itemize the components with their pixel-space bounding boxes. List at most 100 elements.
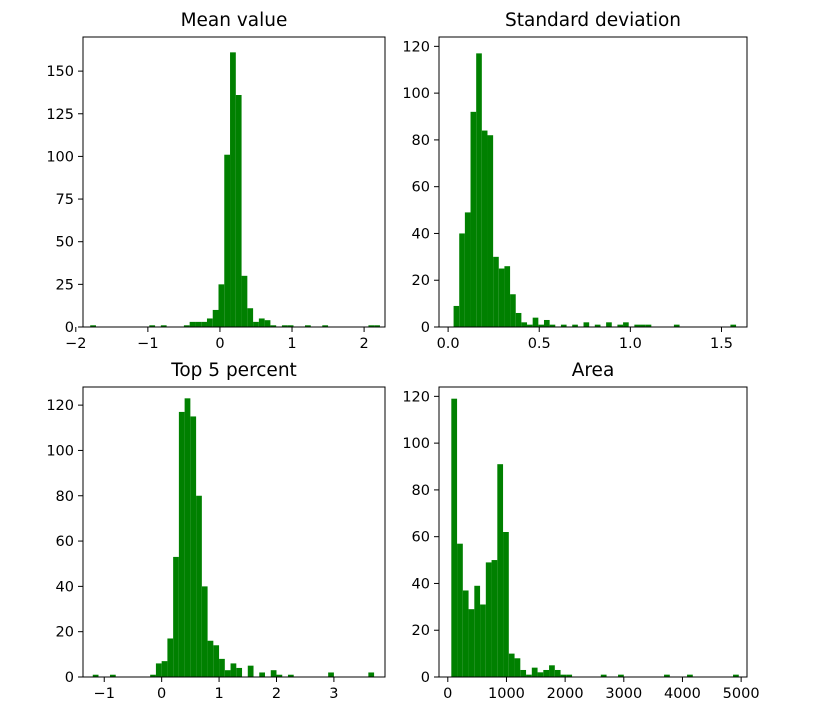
histogram-bar	[149, 325, 156, 327]
histogram-bar	[487, 135, 494, 327]
x-tick-label: 2	[272, 686, 281, 702]
histogram-bar	[236, 667, 243, 677]
histogram-bar	[212, 309, 219, 327]
histogram-bar	[206, 318, 213, 327]
histogram-bar	[468, 609, 475, 677]
x-tick-label: −1	[137, 336, 158, 352]
y-tick-label: 100	[402, 436, 430, 452]
y-tick-label: 50	[56, 235, 74, 251]
panel-2: 0.0 0.5 1.0 1.5 0 20 40 60 80 100 120 Standard devi…	[402, 10, 748, 352]
histogram-bar	[543, 319, 550, 327]
y-tick-label: 80	[412, 133, 430, 149]
y-tick-label: 125	[46, 107, 74, 123]
x-tick-label: 0	[215, 336, 224, 352]
histogram-bar	[213, 645, 220, 677]
histogram-bar	[470, 111, 477, 327]
histogram-bar	[184, 398, 191, 677]
histogram-bar	[673, 324, 680, 327]
histogram-bar	[617, 324, 624, 327]
histogram-bar	[474, 585, 481, 677]
histogram-bar	[173, 556, 179, 677]
x-tick-label: 3	[329, 686, 338, 702]
histogram-bar	[459, 233, 465, 327]
histogram-bar	[241, 275, 248, 327]
y-tick-label: 120	[46, 398, 74, 414]
histogram-bar	[368, 672, 375, 677]
histogram-bar	[515, 312, 522, 327]
histogram-bar	[218, 284, 225, 327]
x-tick-label: 2	[359, 336, 368, 352]
histogram-bar	[594, 324, 601, 327]
chart-title: Top 5 percent	[170, 360, 297, 381]
histogram-bar	[189, 321, 196, 327]
y-tick-label: 20	[412, 273, 430, 289]
histogram-bar	[183, 325, 190, 327]
histogram-bar	[560, 324, 567, 327]
histogram-bar	[457, 543, 463, 677]
chart-title: Mean value	[181, 10, 288, 31]
axes-frame	[82, 36, 386, 328]
histogram-bar	[92, 674, 99, 677]
y-tick-label: 40	[412, 226, 430, 242]
chart-title: Area	[572, 360, 615, 381]
histogram-bar	[606, 322, 612, 327]
y-tick-label: 20	[412, 623, 430, 639]
y-tick-label: 40	[412, 576, 430, 592]
panel-3: −1 0 1 2 3 0 20 40 60 80 100 120 Top 5 percent	[46, 360, 386, 702]
histogram-bar	[543, 669, 550, 677]
y-tick-label: 100	[46, 149, 74, 165]
histogram-bar	[485, 562, 492, 677]
histogram-bar	[195, 321, 202, 327]
histogram-bar	[514, 658, 521, 677]
histogram-bar	[491, 560, 498, 677]
y-tick-label: 60	[412, 180, 430, 196]
y-tick-label: 60	[56, 534, 74, 550]
x-tick-label: 1.0	[619, 336, 642, 352]
x-tick-label: 1000	[488, 686, 525, 702]
histogram-bar	[508, 653, 515, 677]
x-tick-label: 1.5	[710, 336, 733, 352]
y-tick-label: 80	[56, 489, 74, 505]
y-tick-label: 0	[65, 670, 74, 686]
x-tick-label: 1	[287, 336, 296, 352]
y-tick-label: 120	[402, 39, 430, 55]
histogram-bar	[328, 672, 334, 677]
histogram-bar	[235, 95, 242, 327]
histogram-bar	[219, 658, 225, 678]
y-tick-label: 0	[421, 320, 430, 336]
histogram-bar	[322, 325, 329, 327]
histogram-bar	[526, 674, 532, 677]
y-tick-label: 40	[56, 579, 74, 595]
histogram-bar	[160, 325, 167, 327]
histogram-bar	[476, 53, 482, 328]
histogram-bar	[247, 308, 254, 327]
x-tick-label: 0	[443, 686, 452, 702]
histogram-bar	[538, 324, 544, 327]
histogram-bar	[287, 674, 294, 677]
histogram-bar	[276, 674, 283, 677]
histogram-bar	[730, 324, 737, 327]
histogram-bar	[503, 532, 509, 677]
histogram-bar	[155, 663, 162, 677]
y-tick-label: 80	[412, 483, 430, 499]
histogram-bar	[201, 321, 207, 327]
histogram-bar	[201, 586, 208, 678]
histogram-bar	[572, 324, 578, 327]
histogram-bar	[521, 322, 528, 327]
x-tick-label: 0.0	[437, 336, 460, 352]
y-tick-label: 20	[56, 625, 74, 641]
histogram-bar	[270, 325, 277, 327]
x-tick-label: −2	[65, 336, 86, 352]
histogram-bar	[258, 318, 265, 327]
histogram-bar	[207, 640, 214, 677]
histogram-bar	[247, 665, 254, 677]
histogram-bar	[493, 256, 499, 327]
y-tick-label: 100	[402, 86, 430, 102]
histogram-bar	[504, 266, 511, 327]
histogram-bar	[634, 324, 641, 327]
histogram-bar	[178, 411, 185, 677]
histogram-bar	[259, 672, 265, 677]
y-tick-label: 25	[56, 277, 74, 293]
histogram-bar	[368, 325, 375, 327]
